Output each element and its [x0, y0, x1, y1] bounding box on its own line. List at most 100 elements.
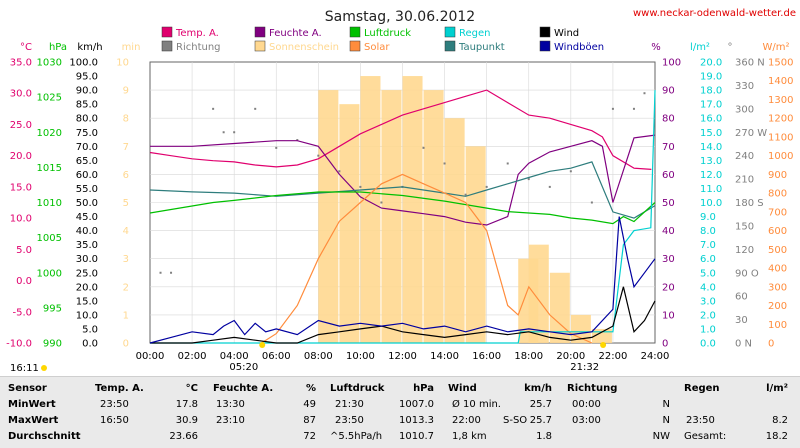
axis-tick-label: 0.0: [700, 339, 716, 350]
axis-tick-label: 0: [662, 339, 668, 350]
header-direction: Richtung: [567, 383, 618, 394]
direction-point: [380, 201, 383, 204]
axis-unit-label: %: [651, 42, 661, 53]
axis-tick-label: 30.0: [76, 254, 98, 265]
axis-tick-label: 80: [662, 114, 675, 125]
x-tick-label: 18:00: [514, 351, 543, 362]
axis-tick-label: 7.0: [700, 240, 716, 251]
sunshine-bar: [318, 90, 339, 343]
sun-icon: [41, 365, 47, 371]
row-label: MinWert: [8, 399, 56, 410]
pressure-value: 1010.7: [399, 431, 434, 442]
wind-value: 1.8: [536, 431, 552, 442]
temp-value: 17.8: [175, 399, 198, 410]
axis-tick-label: 25.0: [10, 120, 32, 131]
x-tick-label: 14:00: [430, 351, 459, 362]
stats-row-min: MinWert 23:50 17.8 13:30 49 21:30 1007.0…: [0, 398, 800, 412]
axis-tick-label: 10.0: [76, 310, 98, 321]
axis-tick-label: 200: [768, 301, 787, 312]
axis-tick-label: 1000: [768, 151, 793, 162]
axis-tick-label: 15.0: [700, 128, 722, 139]
axis-tick-label: 85.0: [76, 100, 98, 111]
axis-tick-label: 19.0: [700, 72, 722, 83]
axis-tick-label: 270 W: [735, 128, 767, 139]
axis-tick-label: 20.0: [76, 282, 98, 293]
stats-row-max: MaxWert 16:50 30.9 23:10 87 23:50 1013.3…: [0, 414, 800, 428]
header-rain: Regen: [684, 383, 720, 394]
legend-label: Temp. A.: [175, 28, 219, 39]
header-temp-unit: °C: [185, 383, 198, 394]
sunset-icon: [600, 342, 607, 348]
axis-tick-label: 90.0: [76, 86, 98, 97]
axis-tick-label: 0: [123, 339, 129, 350]
direction-point: [359, 185, 362, 188]
legend-label: Solar: [364, 42, 390, 53]
legend-label: Regen: [459, 28, 491, 39]
axis-tick-label: 3: [123, 254, 129, 265]
wind-distance: 1,8 km: [452, 431, 487, 442]
axis-tick-label: 10.0: [10, 214, 32, 225]
direction-value: N: [662, 399, 670, 410]
axis-tick-label: 8: [123, 114, 129, 125]
direction-point: [233, 131, 236, 134]
axis-tick-label: 8.0: [700, 226, 716, 237]
wind-time: 22:00: [452, 415, 481, 426]
axis-tick-label: 240: [735, 151, 754, 162]
direction-point: [338, 170, 341, 173]
axis-tick-label: 30.0: [10, 89, 32, 100]
axis-tick-label: 60: [735, 292, 748, 303]
axis-unit-label: l/m²: [690, 42, 710, 53]
axis-tick-label: 12.0: [700, 170, 722, 181]
series-line: [149, 216, 656, 344]
sunshine-bar: [528, 244, 549, 343]
axis-tick-label: 120: [735, 245, 754, 256]
humidity-time: 23:10: [216, 415, 245, 426]
direction-point: [611, 107, 614, 110]
axis-tick-label: 20.0: [10, 151, 32, 162]
axis-tick-label: 40.0: [76, 226, 98, 237]
axis-tick-label: 0.0: [16, 276, 32, 287]
legend-swatch: [539, 40, 551, 52]
stats-row-average: Durchschnitt 23.66 72 ^5.5hPa/h 1010.7 1…: [0, 430, 800, 444]
axis-tick-label: 2: [123, 282, 129, 293]
rain-value: 8.2: [772, 415, 788, 426]
axis-tick-label: 16.0: [700, 114, 722, 125]
axis-tick-label: 18.0: [700, 86, 722, 97]
direction-point: [632, 107, 635, 110]
header-pressure: Luftdruck: [330, 383, 385, 394]
x-tick-label: 02:00: [178, 351, 207, 362]
series-line: [150, 286, 656, 344]
direction-point: [275, 146, 278, 149]
axis-tick-label: -10.0: [6, 339, 32, 350]
axis-tick-label: 60.0: [76, 170, 98, 181]
axis-tick-label: 10.0: [700, 198, 722, 209]
axis-unit-label: hPa: [49, 42, 67, 53]
legend-swatch: [539, 26, 551, 38]
direction-point: [527, 178, 530, 181]
header-wind-unit: km/h: [524, 383, 552, 394]
axis-tick-label: 30: [662, 254, 675, 265]
direction-point: [506, 162, 509, 165]
axis-tick-label: 5.0: [700, 268, 716, 279]
wind-direction: S-SO: [503, 415, 528, 426]
axis-tick-label: 800: [768, 189, 787, 200]
axis-tick-label: 1025: [37, 93, 62, 104]
axis-tick-label: 1015: [37, 163, 62, 174]
axis-tick-label: 600: [768, 226, 787, 237]
stats-header-row: Sensor Temp. A. °C Feuchte A. % Luftdruc…: [0, 382, 800, 396]
series-line: [261, 173, 593, 344]
axis-tick-label: 990: [43, 339, 62, 350]
temp-time: 16:50: [100, 415, 129, 426]
axis-tick-label: 50.0: [76, 198, 98, 209]
axis-tick-label: 90: [662, 86, 675, 97]
axis-tick-label: 6.0: [700, 254, 716, 265]
direction-time: 00:00: [572, 399, 601, 410]
axis-tick-label: 30: [735, 315, 748, 326]
sunshine-bar: [360, 76, 381, 344]
axis-tick-label: 500: [768, 245, 787, 256]
axis-tick-label: 2.0: [700, 310, 716, 321]
legend-label: Taupunkt: [458, 42, 505, 53]
x-tick-label: 12:00: [388, 351, 417, 362]
direction-point: [590, 201, 593, 204]
direction-point: [159, 271, 162, 274]
